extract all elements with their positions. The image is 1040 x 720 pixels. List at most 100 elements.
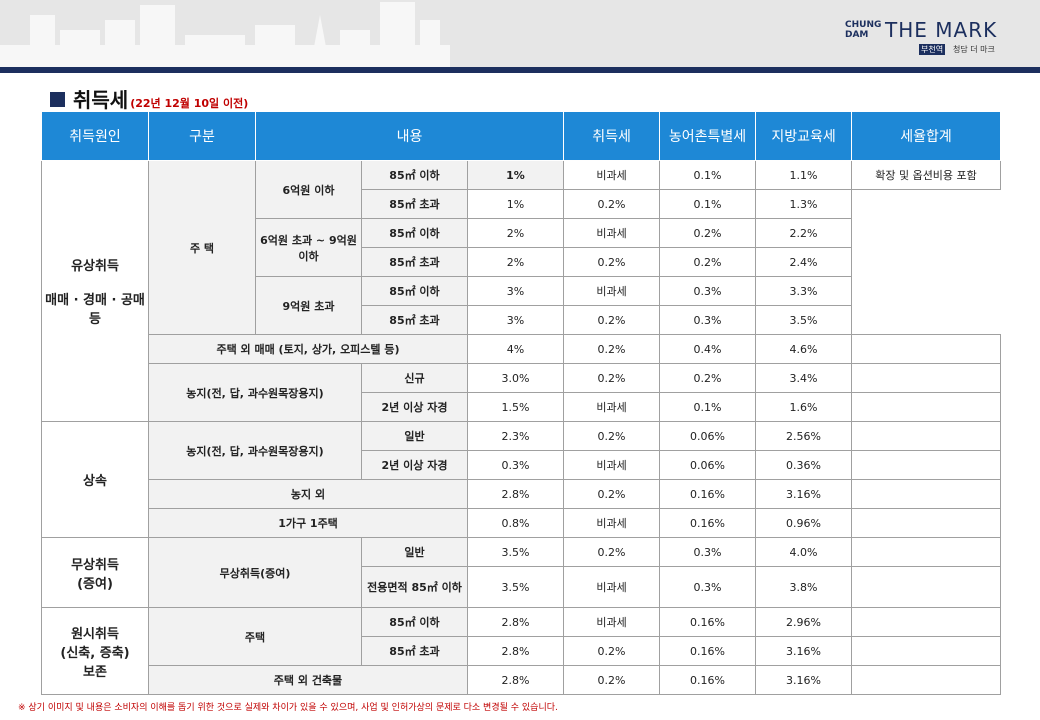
- empty-note-cell: [851, 566, 1002, 608]
- cell: 상속: [41, 421, 149, 538]
- cell: 4.0%: [755, 537, 853, 567]
- cell: 유상취득 매매 · 경매 · 공매 등: [41, 160, 149, 422]
- column-header: 세율합계: [851, 112, 1002, 161]
- cell: 비과세: [563, 450, 661, 480]
- cell: 원시취득 (신축, 증축) 보존: [41, 607, 149, 695]
- cell: 0.06%: [659, 421, 757, 451]
- cell: 2.8%: [466, 607, 565, 637]
- logo-name: THE MARK: [885, 18, 998, 42]
- empty-note-cell: [851, 334, 1002, 364]
- cell: 비과세: [563, 160, 661, 190]
- cell: 0.2%: [563, 537, 661, 567]
- cell: 0.1%: [659, 189, 757, 219]
- cell: 85㎡ 이하: [361, 276, 468, 306]
- cell: 농지 외: [148, 479, 468, 509]
- cell: 2%: [466, 247, 565, 277]
- column-header: 취득세: [563, 112, 661, 161]
- column-header: 구분: [148, 112, 256, 161]
- cell: 2.8%: [466, 479, 565, 509]
- table-row: 1가구 1주택 0.8% 비과세 0.16% 0.96%: [42, 508, 1002, 538]
- cell: 농지(전, 답, 과수원목장용지): [148, 363, 362, 422]
- cell: 85㎡ 이하: [361, 607, 468, 637]
- logo-bottom: DAM: [845, 30, 869, 40]
- cell: 6억원 이하: [255, 160, 362, 219]
- cell: 0.2%: [563, 665, 661, 695]
- cell: 0.2%: [659, 247, 757, 277]
- cell: 0.3%: [466, 450, 565, 480]
- cell: 1.1%: [755, 160, 853, 190]
- cell: 2%: [466, 218, 565, 248]
- cell: 비과세: [563, 218, 661, 248]
- logo-top: CHUNG: [845, 20, 882, 30]
- cell: 2.56%: [755, 421, 853, 451]
- cell: 0.8%: [466, 508, 565, 538]
- table-row: 주택 외 건축물 2.8% 0.2% 0.16% 3.16%: [42, 665, 1002, 695]
- cell: 6억원 초과 ~ 9억원 이하: [255, 218, 362, 277]
- column-header: 지방교육세: [755, 112, 853, 161]
- table-row: 무상취득 (증여) 무상취득(증여) 일반 3.5% 0.2% 0.3% 4.0%: [41, 537, 1002, 608]
- table-row: 6억원 초과 ~ 9억원 이하 85㎡ 이하 2% 비과세 0.2% 2.2%: [42, 218, 1001, 277]
- cell: 0.2%: [659, 218, 757, 248]
- cell: 0.2%: [563, 189, 661, 219]
- empty-note-cell: [851, 508, 1002, 538]
- cell: 2년 이상 자경: [361, 392, 468, 422]
- table-row: 85㎡ 초과 2.8% 0.2% 0.16% 3.16%: [42, 636, 1002, 666]
- table-row: 전용면적 85㎡ 이하 3.5% 비과세 0.3% 3.8%: [42, 566, 1002, 608]
- cell: 0.2%: [563, 247, 661, 277]
- cell: 0.36%: [755, 450, 853, 480]
- logo: CHUNG DAM THE MARK 부천역 청담 더 마크: [845, 18, 1005, 58]
- cell: 0.16%: [659, 665, 757, 695]
- table-row: 주택 외 매매 (토지, 상가, 오피스텔 등) 4% 0.2% 0.4% 4.6%: [42, 334, 1002, 364]
- cell: 3.16%: [755, 479, 853, 509]
- tax-table: 취득원인 구분 내용 취득세 농어촌특별세 지방교육세 세율합계 비고 유상취득 매매 · 경…: [41, 112, 1016, 695]
- header-bar: [0, 67, 1040, 73]
- cell: 0.2%: [563, 363, 661, 393]
- cell: 3.3%: [755, 276, 853, 306]
- cell: 1가구 1주택: [148, 508, 468, 538]
- cell: 3.16%: [755, 636, 853, 666]
- cell: 비과세: [563, 607, 661, 637]
- empty-note-cell: [851, 607, 1002, 637]
- cell: 0.06%: [659, 450, 757, 480]
- cell: 신규: [361, 363, 468, 393]
- cell: 2년 이상 자경: [361, 450, 468, 480]
- title-text: 취득세: [73, 88, 129, 112]
- cell: 1.3%: [755, 189, 853, 219]
- cell: 3%: [466, 276, 565, 306]
- header-row: 취득원인 구분 내용 취득세 농어촌특별세 지방교육세 세율합계 비고: [41, 112, 1016, 161]
- cell: 비과세: [563, 508, 661, 538]
- cell: 주택 외 건축물: [148, 665, 468, 695]
- cell: 2.96%: [755, 607, 853, 637]
- cell: 주 택: [148, 160, 256, 335]
- cell: 일반: [361, 421, 468, 451]
- cell: 비과세: [563, 566, 661, 608]
- title: 취득세 (22년 12월 10일 이전): [50, 84, 248, 113]
- column-header: 내용: [254, 112, 565, 161]
- cell: 0.2%: [563, 305, 661, 335]
- table-row: 원시취득 (신축, 증축) 보존 주택 85㎡ 이하 2.8% 비과세 0.16% 2.96…: [41, 607, 1002, 695]
- cell: 무상취득(증여): [148, 537, 362, 608]
- table-row: 9억원 초과 85㎡ 이하 3% 비과세 0.3% 3.3%: [42, 276, 1001, 335]
- cell: 85㎡ 이하: [361, 160, 468, 190]
- cell: 1.5%: [466, 392, 565, 422]
- table-row: 농지 외 2.8% 0.2% 0.16% 3.16%: [42, 479, 1002, 509]
- column-header: 농어촌특별세: [659, 112, 757, 161]
- cell: 1.6%: [755, 392, 853, 422]
- logo-subname: 청담 더 마크: [953, 45, 995, 54]
- cell: 0.2%: [563, 334, 661, 364]
- cell: 0.3%: [659, 537, 757, 567]
- cell: 0.96%: [755, 508, 853, 538]
- cell: 3.5%: [755, 305, 853, 335]
- cell: 85㎡ 초과: [361, 305, 468, 335]
- cell: 3.16%: [755, 665, 853, 695]
- cell: 2.8%: [466, 636, 565, 666]
- empty-note-cell: [851, 665, 1002, 695]
- cell: 농지(전, 답, 과수원목장용지): [148, 421, 362, 480]
- empty-note-cell: [851, 421, 1002, 451]
- cell: 0.16%: [659, 479, 757, 509]
- header-image: CHUNG DAM THE MARK 부천역 청담 더 마크: [0, 0, 1040, 68]
- cell: 2.4%: [755, 247, 853, 277]
- skyline: [0, 2, 450, 68]
